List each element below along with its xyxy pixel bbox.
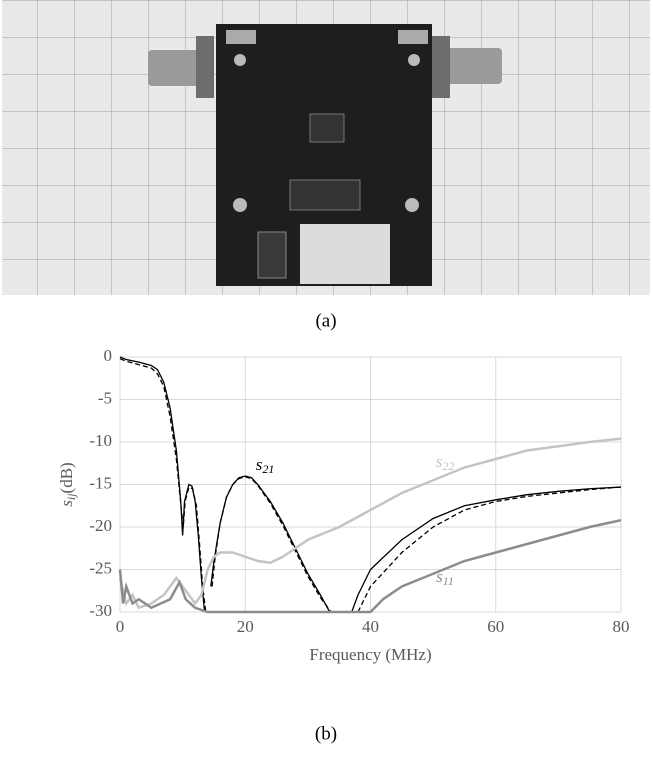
y-tick-label: -15 [89,473,112,492]
annotation-sub: 11 [443,574,454,588]
y-axis-label-symbol: s [57,500,76,507]
annotation-sub: 22 [442,459,454,473]
annotation: s11 [436,567,454,588]
annotation: s22 [436,452,455,473]
y-axis-label: sij(dB) [57,462,78,506]
x-tick-label: 0 [116,617,125,636]
y-tick-label: -25 [89,558,112,577]
y-tick-label: -10 [89,431,112,450]
photo [2,0,650,295]
annotation-sub: 21 [262,462,274,476]
caption: (a) [315,310,336,331]
y-axis-unit: (dB) [57,462,76,493]
series-line [118,437,622,610]
annotation-symbol: s [256,455,263,474]
x-axis-label: Frequency (MHz) [309,645,431,664]
x-tick-label: 20 [237,617,254,636]
x-tick-label: 60 [487,617,504,636]
y-tick-label: 0 [104,346,113,365]
annotation: s21 [256,455,275,476]
x-tick-label: 40 [362,617,379,636]
annotation-symbol: s [436,452,443,471]
y-tick-label: -5 [98,388,112,407]
series-line [119,358,622,613]
chart: 0 20 40 60 80 0 -5 -10 -15 -20 -25 -30 Frequency (MH… [57,346,630,664]
series-line [118,518,622,614]
y-axis-label-sub: ij [64,493,78,500]
y-tick-label: -30 [89,601,112,620]
x-tick-label: 80 [613,617,630,636]
annotation-symbol: s [436,567,443,586]
caption: (b) [315,723,337,744]
y-tick-label: -20 [89,516,112,535]
